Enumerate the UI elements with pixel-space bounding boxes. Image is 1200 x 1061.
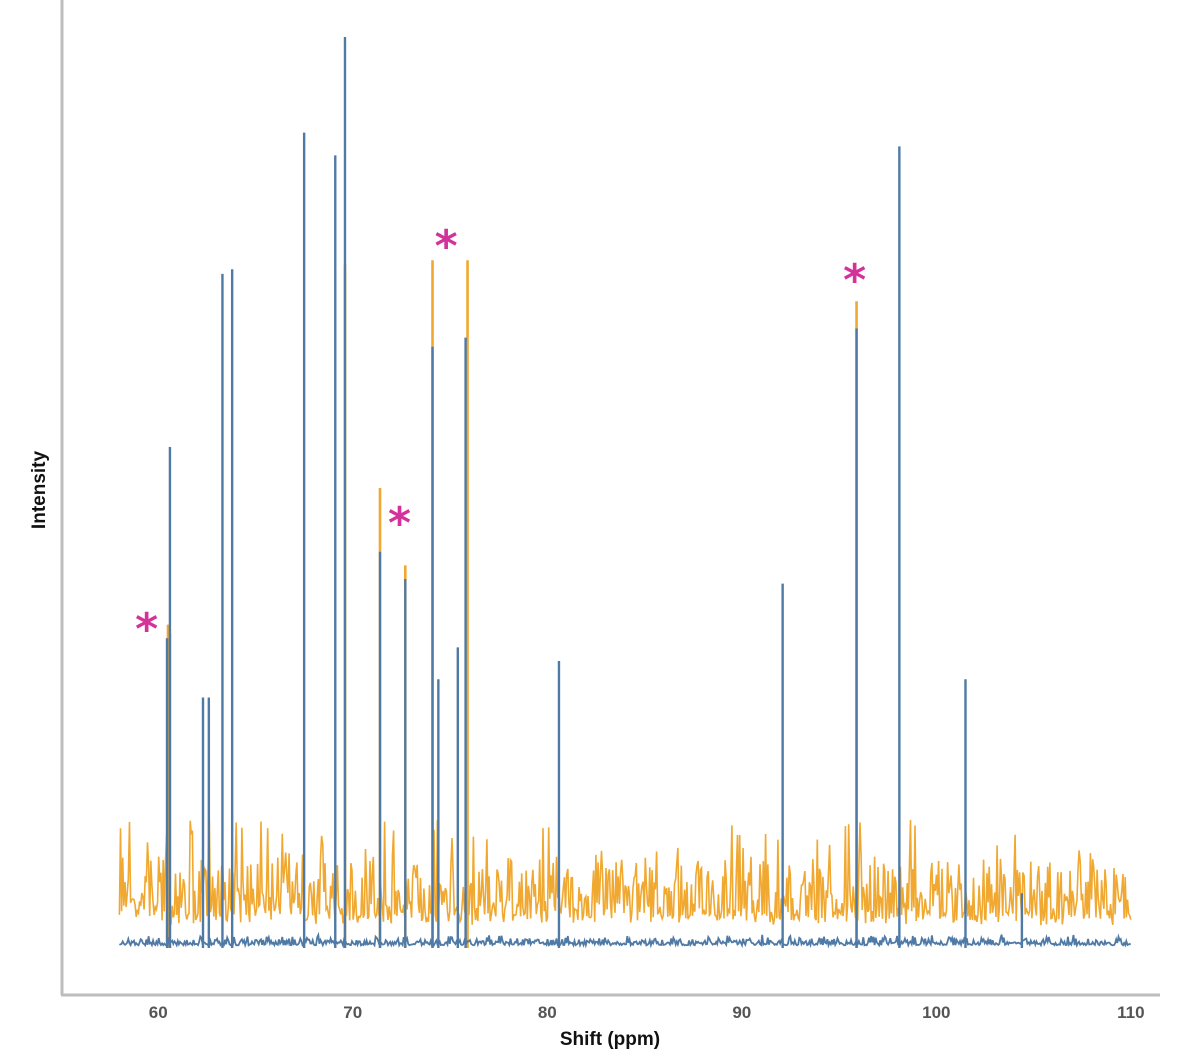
- annotation-stars: * * * *: [135, 221, 866, 655]
- x-tick-label: 60: [149, 1003, 168, 1022]
- annotation-star: *: [388, 498, 411, 549]
- x-axis-ticks: 60 70 80 90 100 110: [149, 1003, 1145, 1022]
- series-blue-noise: [119, 931, 1131, 949]
- x-tick-label: 100: [922, 1003, 950, 1022]
- axes: [60, 0, 1160, 997]
- x-axis-title: Shift (ppm): [560, 1029, 660, 1050]
- annotation-star: *: [435, 221, 458, 272]
- x-tick-label: 70: [343, 1003, 362, 1022]
- annotation-star: *: [843, 255, 866, 306]
- y-axis-title: Intensity: [29, 451, 50, 530]
- series-orange-noise: [118, 817, 1132, 926]
- series-blue: [119, 37, 1131, 949]
- annotation-star: *: [135, 604, 158, 655]
- x-tick-label: 90: [732, 1003, 751, 1022]
- x-tick-label: 80: [538, 1003, 557, 1022]
- x-tick-label: 110: [1117, 1003, 1144, 1022]
- series-orange: [118, 260, 1132, 948]
